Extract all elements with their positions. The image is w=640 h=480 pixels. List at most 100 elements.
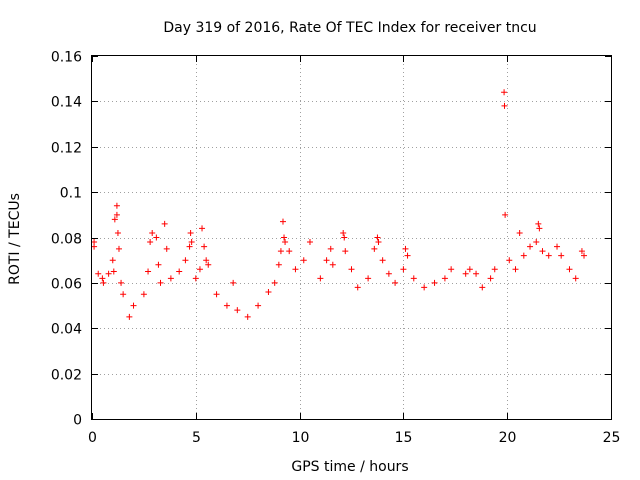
data-point bbox=[375, 239, 382, 246]
data-point bbox=[187, 229, 194, 236]
data-point bbox=[113, 211, 120, 218]
grid-layer bbox=[92, 56, 611, 419]
x-tick-label: 25 bbox=[603, 430, 621, 446]
data-point bbox=[265, 288, 272, 295]
data-point bbox=[402, 245, 409, 252]
data-points bbox=[91, 89, 588, 320]
data-point bbox=[536, 225, 543, 232]
data-point bbox=[182, 257, 189, 264]
data-point bbox=[578, 248, 585, 255]
data-point bbox=[192, 275, 199, 282]
data-point bbox=[155, 261, 162, 268]
y-tick-label: 0 bbox=[73, 413, 82, 429]
data-point bbox=[404, 252, 411, 259]
data-point bbox=[91, 243, 98, 250]
y-tick-label: 0.08 bbox=[51, 232, 82, 248]
data-point bbox=[512, 266, 519, 273]
data-point bbox=[441, 275, 448, 282]
data-point bbox=[572, 275, 579, 282]
data-point bbox=[147, 239, 154, 246]
y-tick-label: 0.16 bbox=[51, 50, 82, 66]
data-point bbox=[466, 266, 473, 273]
data-point bbox=[566, 266, 573, 273]
data-point bbox=[118, 279, 125, 286]
data-point bbox=[281, 234, 288, 241]
data-point bbox=[153, 234, 160, 241]
x-tick-label: 20 bbox=[499, 430, 517, 446]
data-point bbox=[341, 234, 348, 241]
data-point bbox=[539, 248, 546, 255]
data-point bbox=[199, 225, 206, 232]
data-point bbox=[448, 266, 455, 273]
data-point bbox=[306, 239, 313, 246]
data-point bbox=[292, 266, 299, 273]
data-point bbox=[186, 243, 193, 250]
data-point bbox=[201, 243, 208, 250]
data-point bbox=[275, 261, 282, 268]
data-point bbox=[365, 275, 372, 282]
data-point bbox=[473, 270, 480, 277]
data-point bbox=[188, 239, 195, 246]
data-point bbox=[340, 229, 347, 236]
data-point bbox=[327, 245, 334, 252]
data-point bbox=[244, 313, 251, 320]
data-point bbox=[114, 229, 121, 236]
y-tick-label: 0.02 bbox=[51, 368, 82, 384]
data-point bbox=[277, 248, 284, 255]
data-point bbox=[348, 266, 355, 273]
data-point bbox=[196, 266, 203, 273]
chart-title: Day 319 of 2016, Rate Of TEC Index for r… bbox=[163, 20, 536, 36]
data-point bbox=[421, 284, 428, 291]
data-point bbox=[113, 202, 120, 209]
data-point bbox=[342, 248, 349, 255]
data-point bbox=[506, 257, 513, 264]
data-point bbox=[491, 266, 498, 273]
data-point bbox=[213, 291, 220, 298]
data-point bbox=[558, 252, 565, 259]
data-point bbox=[176, 268, 183, 275]
data-point bbox=[255, 302, 262, 309]
x-tick-label: 10 bbox=[292, 430, 310, 446]
data-point bbox=[431, 279, 438, 286]
data-point bbox=[163, 245, 170, 252]
data-point bbox=[115, 245, 122, 252]
data-point bbox=[234, 307, 241, 314]
data-point bbox=[271, 279, 278, 286]
axis-ticks: 0 5 10 15 20 25 0 0.02 0.04 0.06 0.08 0.1 0.12 0.14 0.… bbox=[51, 50, 621, 447]
data-point bbox=[385, 270, 392, 277]
data-point bbox=[130, 302, 137, 309]
y-tick-label: 0.04 bbox=[51, 322, 82, 338]
x-axis-label: GPS time / hours bbox=[291, 459, 408, 475]
data-point bbox=[205, 261, 212, 268]
data-point bbox=[502, 211, 509, 218]
y-tick-label: 0.1 bbox=[60, 186, 82, 202]
data-point bbox=[400, 266, 407, 273]
data-point bbox=[520, 252, 527, 259]
data-point bbox=[527, 243, 534, 250]
data-point bbox=[410, 275, 417, 282]
data-point bbox=[371, 245, 378, 252]
data-point bbox=[581, 252, 588, 259]
data-point bbox=[535, 220, 542, 227]
data-point bbox=[323, 257, 330, 264]
data-point bbox=[223, 302, 230, 309]
data-point bbox=[354, 284, 361, 291]
y-tick-label: 0.14 bbox=[51, 95, 82, 111]
data-point bbox=[282, 239, 289, 246]
data-point bbox=[230, 279, 237, 286]
data-point bbox=[374, 234, 381, 241]
data-point bbox=[501, 102, 508, 109]
data-point bbox=[145, 268, 152, 275]
data-point bbox=[140, 291, 147, 298]
data-point bbox=[126, 313, 133, 320]
data-point bbox=[95, 270, 102, 277]
x-tick-label: 15 bbox=[395, 430, 413, 446]
data-point bbox=[462, 270, 469, 277]
data-point bbox=[109, 257, 116, 264]
data-point bbox=[161, 220, 168, 227]
x-tick-label: 0 bbox=[88, 430, 97, 446]
data-point bbox=[392, 279, 399, 286]
data-point bbox=[545, 252, 552, 259]
data-point bbox=[110, 268, 117, 275]
